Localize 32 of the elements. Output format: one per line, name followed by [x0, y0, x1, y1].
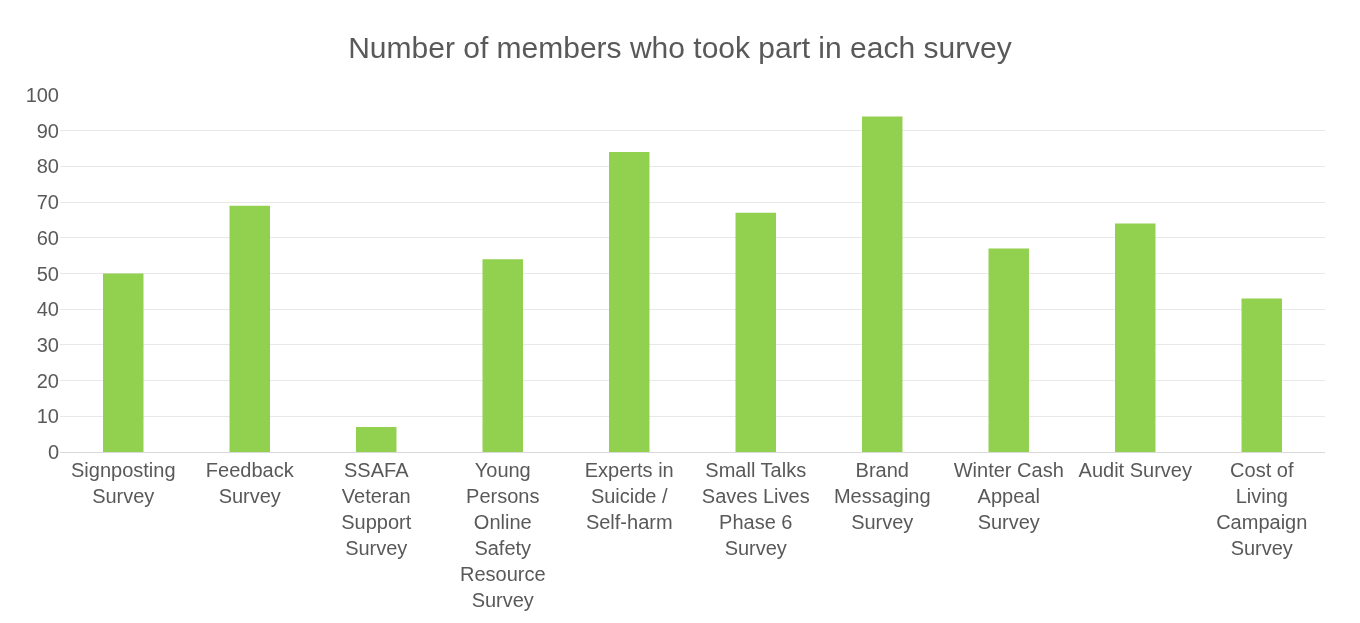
- x-tick-label: Young Persons Online Safety Resource Survey: [459, 459, 546, 611]
- y-tick-label: 70: [36, 191, 59, 214]
- bar: [862, 116, 903, 452]
- x-tick-label: Cost of Living Campaign Survey: [1216, 459, 1308, 559]
- bar: [1241, 298, 1282, 452]
- y-tick-label: 0: [47, 441, 59, 463]
- y-tick-label: 50: [36, 262, 59, 285]
- chart-title: Number of members who took part in each survey: [348, 31, 1012, 65]
- bar: [735, 212, 776, 452]
- bar: [356, 427, 397, 452]
- y-tick-label: 30: [36, 333, 59, 356]
- y-tick-label: 80: [36, 155, 59, 178]
- bar: [229, 205, 270, 452]
- bar: [103, 273, 144, 452]
- y-tick-label: 60: [36, 226, 59, 249]
- x-tick-label: Winter Cash Appeal Survey: [953, 459, 1064, 533]
- y-tick-label: 100: [25, 84, 59, 106]
- x-tick-label: Small Talks Saves Lives Phase 6 Survey: [701, 459, 810, 559]
- x-tick-label: Brand Messaging Survey: [833, 459, 931, 533]
- x-tick-label: Experts in Suicide / Self-harm: [584, 459, 674, 533]
- y-tick-label: 10: [36, 405, 59, 428]
- x-tick-label: Audit Survey: [1078, 459, 1192, 481]
- x-tick-label: Feedback Survey: [205, 459, 295, 507]
- x-tick-label: Signposting Survey: [70, 459, 176, 507]
- y-tick-label: 40: [36, 298, 59, 321]
- bar: [482, 259, 523, 452]
- bar: [1115, 223, 1156, 452]
- x-tick-label: SSAFA Veteran Support Survey: [341, 459, 412, 559]
- bar: [988, 248, 1029, 452]
- bar: [609, 152, 650, 452]
- y-tick-label: 90: [36, 119, 59, 142]
- y-tick-label: 20: [36, 369, 59, 392]
